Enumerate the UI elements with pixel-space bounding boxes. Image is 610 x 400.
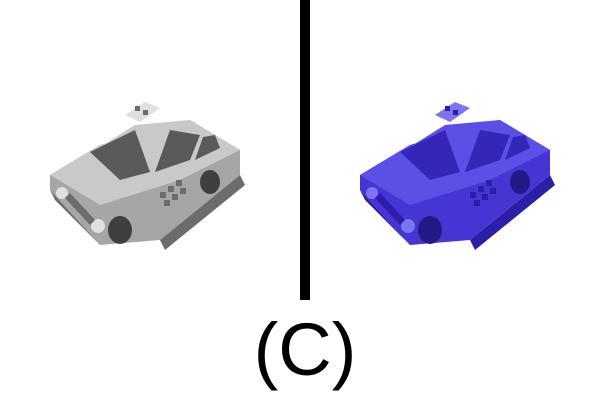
car-part-dark [143,110,148,115]
figure-label: (C) [253,308,357,391]
car-part-window [400,130,460,180]
left-panel [0,0,300,300]
car-part-dark [164,200,170,206]
car-part-dark [176,180,182,186]
car-part-dark [375,193,405,225]
car-part-dark [478,186,484,192]
car-part-dark [470,175,555,250]
car-part-window [90,130,150,180]
car-part-dark [470,192,476,198]
car-part-accent [56,187,68,199]
car-part-wheel [108,216,132,244]
vertical-divider [300,0,310,300]
car-part-accent [91,219,105,233]
car-part-dark [160,175,245,250]
car-part-dark [445,106,450,111]
car-part-dark [453,110,458,115]
car-part-dark [65,193,95,225]
car-part-dark [172,194,178,200]
car-part-accent [401,219,415,233]
car-part-wheel [200,170,220,194]
car-part-accent [435,102,470,122]
car-part-wheel [418,216,442,244]
car-part-dark [168,186,174,192]
car-part-dark [486,180,492,186]
car-part-dark [490,188,496,194]
right-panel [310,0,610,300]
car-part-dark [160,192,166,198]
car-part-accent [125,102,160,122]
car-part-window [505,135,530,160]
taxi-car-grayscale-icon [50,102,245,255]
car-part-window [465,130,510,172]
car-part-window [195,135,220,160]
car-part-dark [482,194,488,200]
car-part-wheel [510,170,530,194]
taxi-car-blue-icon [360,102,555,255]
car-part-dark [474,200,480,206]
car-part-window [155,130,200,172]
car-part-accent [366,187,378,199]
car-part-dark [135,106,140,111]
car-part-dark [180,188,186,194]
